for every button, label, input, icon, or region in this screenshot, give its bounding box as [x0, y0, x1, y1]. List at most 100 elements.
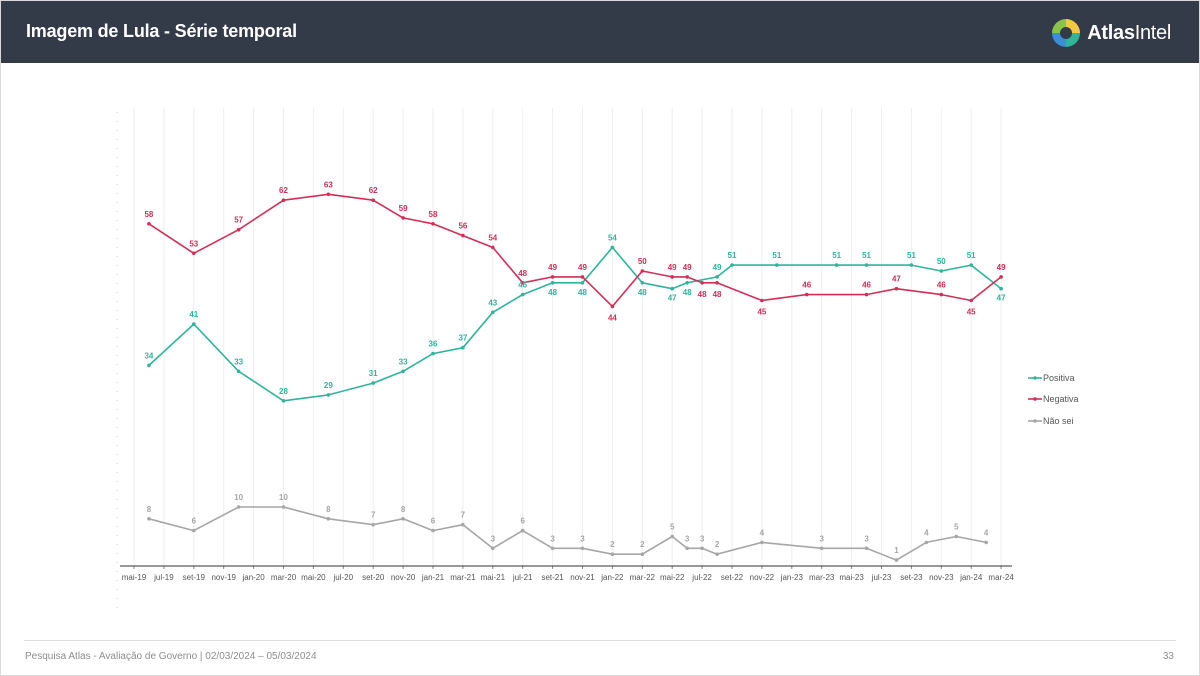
data-label-negativa: 49 [668, 263, 677, 272]
data-label-negativa: 46 [937, 281, 946, 290]
legend-marker-positiva [1033, 376, 1037, 380]
page-number: 33 [1162, 651, 1174, 662]
data-point-nao-sei [461, 522, 465, 527]
data-point-positiva [640, 281, 645, 285]
data-label-negativa: 54 [488, 233, 497, 242]
data-label-negativa: 63 [324, 180, 333, 189]
data-label-nao-sei: 8 [147, 505, 152, 514]
data-label-negativa: 49 [578, 263, 587, 272]
data-label-negativa: 59 [399, 204, 408, 213]
data-point-positiva [461, 345, 465, 350]
x-tick-label: mar-21 [450, 573, 476, 582]
x-tick-label: mai-21 [481, 573, 506, 582]
data-label-nao-sei: 1 [894, 546, 899, 555]
x-tick-label: nov-22 [750, 573, 775, 582]
data-label-negativa: 48 [518, 269, 527, 278]
brand-name-light: Intel [1134, 21, 1172, 44]
data-label-positiva: 33 [234, 357, 243, 366]
data-point-nao-sei [819, 546, 824, 551]
data-label-nao-sei: 8 [326, 505, 331, 514]
chart-axes: mai-19 jul-19 set-19 nov-19 jan-20 mar-20 mai-… [116, 112, 1014, 612]
data-point-nao-sei [640, 552, 645, 556]
data-point-positiva [999, 286, 1003, 291]
chart-grid [133, 108, 1002, 566]
data-point-positiva [236, 369, 241, 374]
data-point-positiva [550, 281, 555, 285]
data-point-positiva [685, 281, 689, 285]
series-line-positiva [148, 246, 1002, 402]
brand-name: AtlasIntel [1087, 22, 1171, 45]
data-label-negativa: 50 [638, 257, 647, 266]
data-label-positiva: 48 [548, 288, 557, 297]
data-point-negativa [804, 292, 809, 297]
data-label-positiva: 48 [638, 288, 647, 297]
data-point-positiva [147, 363, 151, 368]
data-label-nao-sei: 7 [461, 511, 466, 520]
data-point-positiva [775, 263, 779, 267]
data-point-negativa [520, 281, 525, 285]
data-point-nao-sei [401, 517, 405, 521]
data-point-nao-sei [984, 540, 988, 545]
data-point-negativa [715, 281, 719, 285]
x-tick-label: mar-22 [630, 573, 656, 582]
footer-source: Pesquisa Atlas - Avaliação de Governo | … [25, 651, 317, 662]
legend-marker-negativa [1033, 397, 1037, 401]
data-label-negativa: 47 [892, 275, 901, 284]
x-tick-label: mar-20 [271, 573, 297, 582]
data-label-nao-sei: 10 [234, 493, 243, 502]
data-label-nao-sei: 4 [760, 528, 765, 537]
x-tick-label: nov-20 [391, 573, 416, 582]
data-point-positiva [864, 263, 869, 267]
data-point-negativa [969, 298, 973, 303]
data-point-nao-sei [281, 505, 286, 509]
data-label-negativa: 62 [279, 186, 288, 195]
data-point-nao-sei [610, 552, 615, 556]
x-tick-label: set-23 [900, 573, 923, 582]
data-point-positiva [834, 263, 839, 267]
data-point-positiva [939, 269, 944, 273]
legend-label-negativa: Negativa [1043, 394, 1079, 404]
data-label-positiva: 48 [578, 288, 587, 297]
data-point-nao-sei [550, 546, 555, 551]
data-label-positiva: 47 [668, 294, 677, 303]
data-point-positiva [371, 381, 376, 385]
data-label-nao-sei: 3 [864, 534, 869, 543]
data-point-nao-sei [192, 528, 196, 533]
x-tick-label: jan-22 [600, 573, 624, 582]
data-label-negativa: 45 [967, 308, 976, 317]
data-label-nao-sei: 2 [715, 540, 720, 549]
data-point-nao-sei [924, 540, 929, 545]
data-label-positiva: 51 [862, 251, 871, 260]
data-point-nao-sei [371, 522, 376, 527]
page-title: Imagem de Lula - Série temporal [26, 21, 297, 41]
data-point-negativa [192, 251, 196, 256]
data-point-negativa [461, 233, 465, 238]
x-tick-label: mar-24 [988, 573, 1014, 582]
data-label-nao-sei: 6 [431, 517, 436, 526]
data-label-positiva: 51 [728, 251, 737, 260]
data-point-positiva [326, 393, 331, 397]
data-label-negativa: 49 [548, 263, 557, 272]
data-point-negativa [147, 222, 151, 226]
data-point-negativa [640, 269, 645, 273]
data-label-nao-sei: 3 [580, 534, 585, 543]
data-label-positiva: 51 [832, 251, 841, 260]
x-tick-label: mai-22 [660, 573, 685, 582]
data-point-positiva [670, 286, 674, 291]
data-point-nao-sei [431, 528, 435, 533]
data-point-positiva [610, 245, 615, 250]
data-point-nao-sei [491, 546, 495, 551]
series-line-negativa [148, 193, 1002, 308]
data-label-nao-sei: 3 [491, 534, 496, 543]
data-point-negativa [760, 298, 764, 303]
data-label-nao-sei: 3 [550, 534, 555, 543]
data-label-positiva: 37 [458, 334, 467, 343]
data-point-negativa [685, 275, 689, 279]
x-tick-label: nov-23 [929, 573, 954, 582]
x-tick-label: jul-22 [691, 573, 712, 582]
data-point-positiva [491, 310, 495, 315]
atlasintel-logo-icon [1052, 19, 1081, 47]
data-point-positiva [192, 322, 196, 326]
data-label-positiva: 48 [683, 288, 692, 297]
